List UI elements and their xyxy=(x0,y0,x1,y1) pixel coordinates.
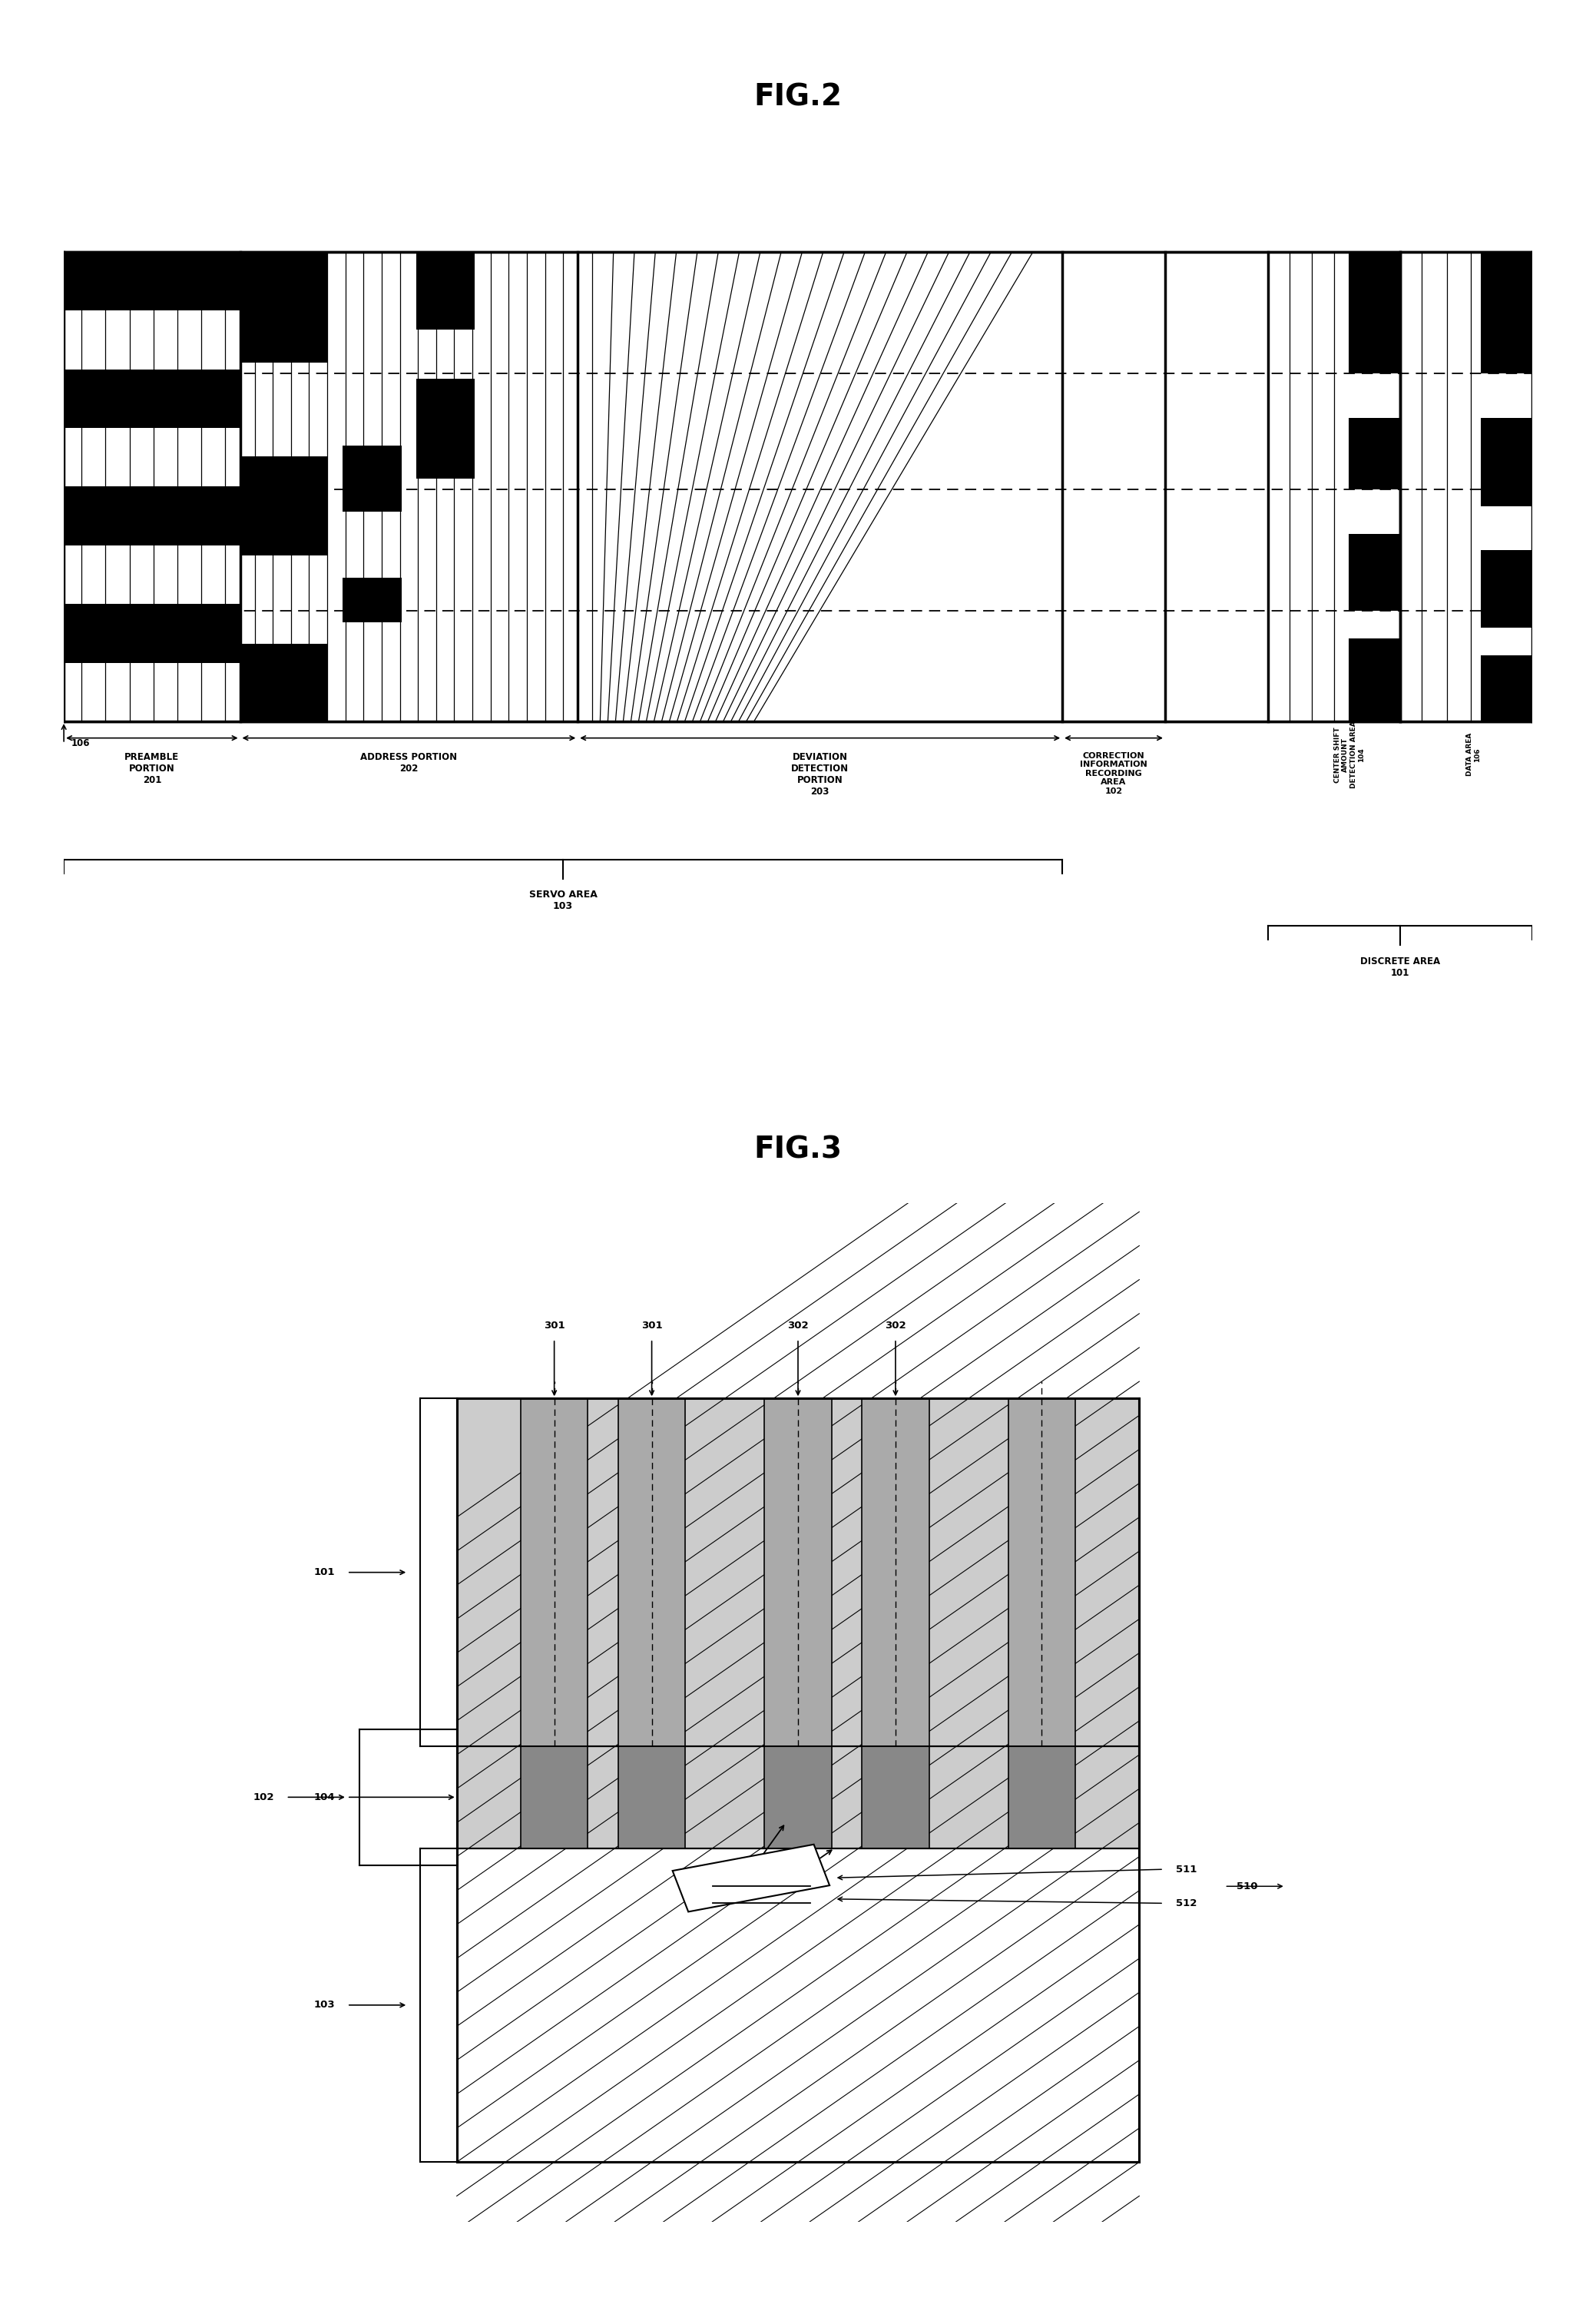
Text: 102: 102 xyxy=(252,1793,275,1803)
Bar xyxy=(1481,551,1532,627)
Bar xyxy=(64,546,239,604)
Text: FIG.2: FIG.2 xyxy=(753,83,843,111)
Text: 510: 510 xyxy=(1237,1881,1258,1891)
Text: 103: 103 xyxy=(314,1999,335,2011)
Text: CORRECTION
INFORMATION
RECORDING
AREA
102: CORRECTION INFORMATION RECORDING AREA 10… xyxy=(1080,752,1148,796)
Bar xyxy=(1481,655,1532,722)
Bar xyxy=(618,1747,685,1849)
Text: DATA AREA
106: DATA AREA 106 xyxy=(1467,734,1481,775)
Bar xyxy=(764,1747,832,1849)
Bar xyxy=(1009,1398,1076,1747)
Bar xyxy=(64,662,239,722)
Bar xyxy=(343,444,402,511)
Text: DISCRETE AREA
101: DISCRETE AREA 101 xyxy=(1360,956,1440,979)
Bar xyxy=(618,1398,685,1747)
Bar xyxy=(417,379,476,479)
Bar xyxy=(1481,417,1532,507)
Bar xyxy=(64,310,239,370)
Text: 512: 512 xyxy=(1176,1897,1197,1909)
Text: PREAMBLE
PORTION
201: PREAMBLE PORTION 201 xyxy=(124,752,179,784)
Bar xyxy=(862,1747,929,1849)
Text: ADDRESS PORTION
202: ADDRESS PORTION 202 xyxy=(361,752,458,773)
Bar xyxy=(417,252,476,329)
Bar xyxy=(1349,252,1400,373)
Text: 104: 104 xyxy=(314,1793,335,1803)
Bar xyxy=(456,1747,1140,1849)
Bar xyxy=(764,1398,832,1747)
Bar xyxy=(64,252,239,310)
Text: 302: 302 xyxy=(884,1321,907,1331)
Bar xyxy=(1063,252,1165,722)
Bar xyxy=(520,1747,587,1849)
Bar xyxy=(578,252,1063,722)
Bar xyxy=(1400,252,1532,722)
Bar xyxy=(239,252,578,722)
Bar xyxy=(1349,639,1400,722)
Bar xyxy=(64,370,239,428)
Text: CENTER SHIFT
AMOUNT
DETECTION AREA
104: CENTER SHIFT AMOUNT DETECTION AREA 104 xyxy=(1334,722,1365,789)
Bar xyxy=(64,486,239,546)
Text: 101: 101 xyxy=(314,1567,335,1578)
Bar xyxy=(456,1849,1140,2161)
Bar xyxy=(1481,252,1532,373)
Text: 302: 302 xyxy=(787,1321,809,1331)
Bar xyxy=(1009,1747,1076,1849)
Text: 301: 301 xyxy=(642,1321,662,1331)
Text: 106: 106 xyxy=(72,738,89,747)
Bar xyxy=(1349,535,1400,611)
Bar xyxy=(64,428,239,486)
Bar xyxy=(862,1398,929,1747)
Text: 511: 511 xyxy=(1176,1865,1197,1874)
Text: FIG.3: FIG.3 xyxy=(753,1136,843,1164)
Bar xyxy=(456,1398,1140,1747)
Bar xyxy=(64,252,1532,722)
Text: SERVO AREA
103: SERVO AREA 103 xyxy=(528,891,597,912)
Bar xyxy=(1349,417,1400,491)
Bar xyxy=(520,1398,587,1747)
Bar xyxy=(239,643,329,722)
Bar xyxy=(343,578,402,622)
Text: DEVIATION
DETECTION
PORTION
203: DEVIATION DETECTION PORTION 203 xyxy=(792,752,849,796)
Bar xyxy=(64,604,239,662)
Bar xyxy=(672,1844,830,1911)
Bar xyxy=(1267,252,1400,722)
Text: 301: 301 xyxy=(544,1321,565,1331)
Bar xyxy=(239,252,329,363)
Bar xyxy=(1165,252,1267,722)
Bar xyxy=(239,456,329,555)
